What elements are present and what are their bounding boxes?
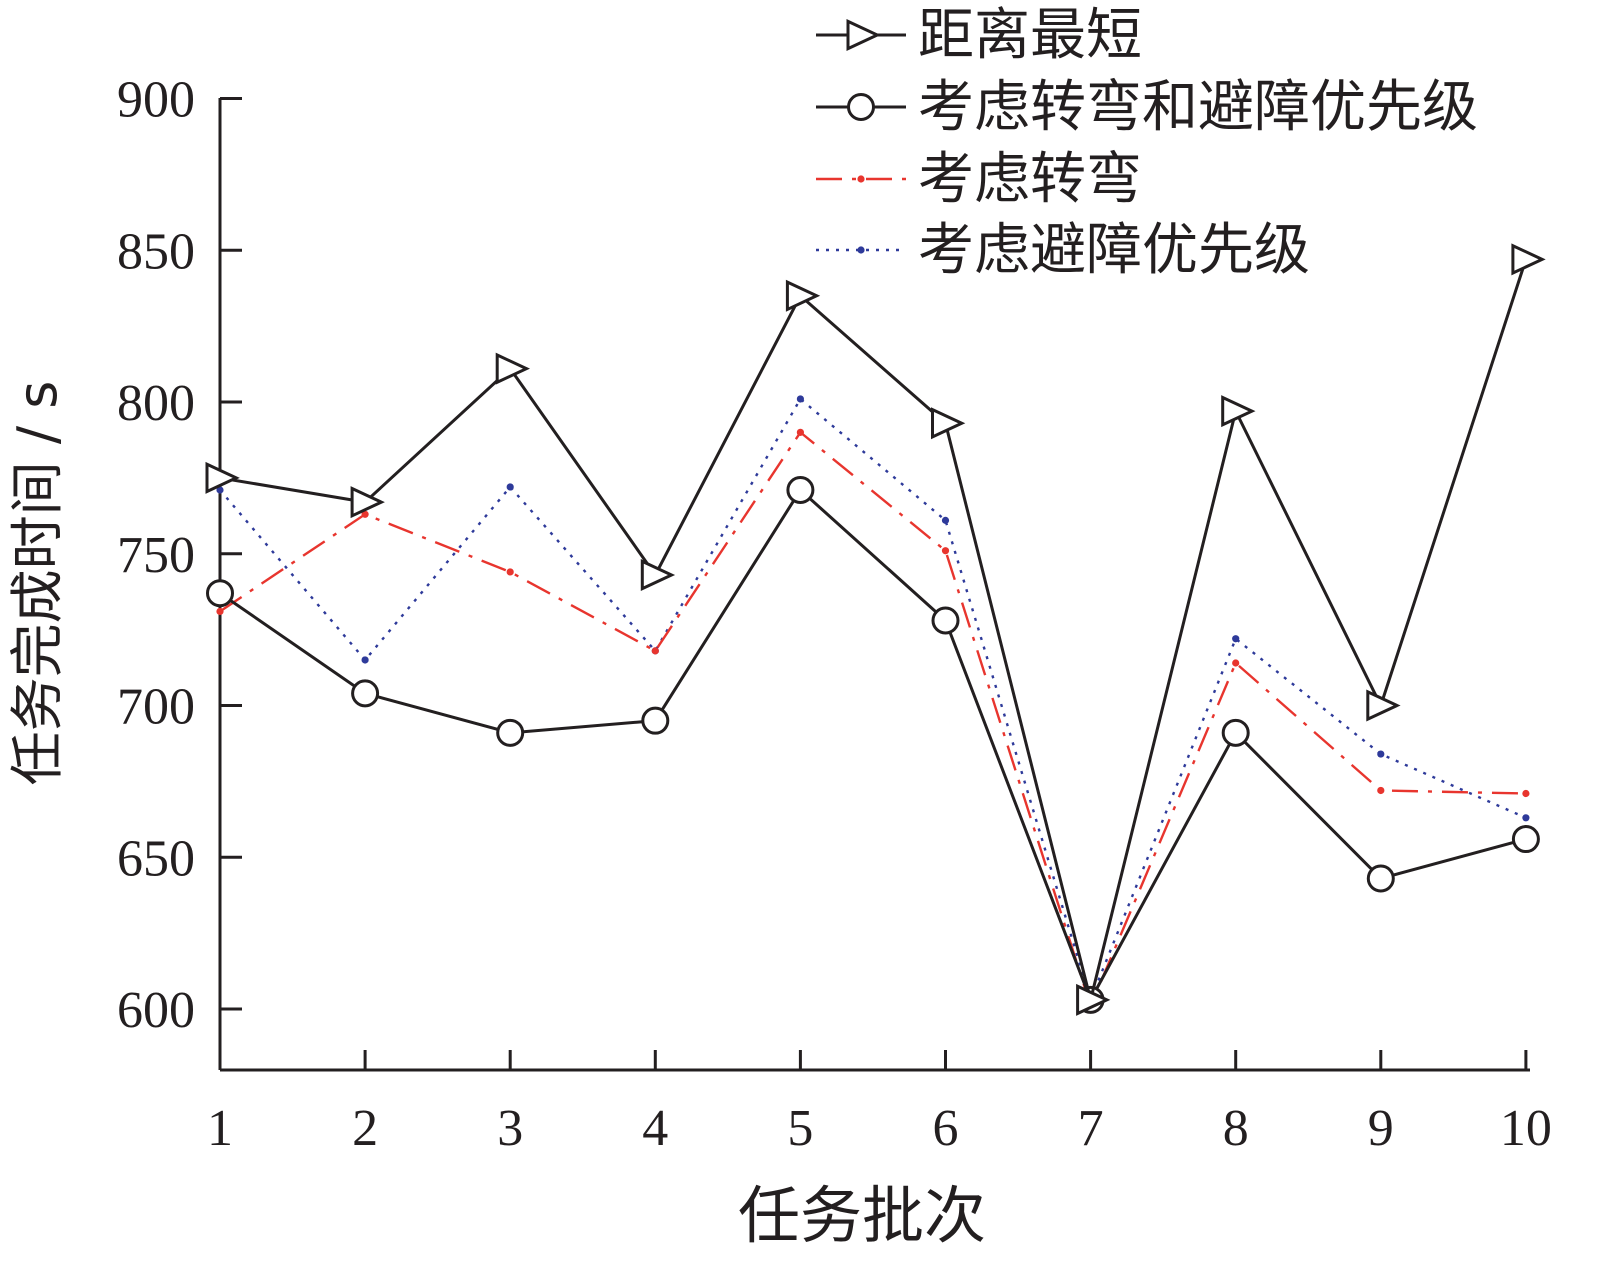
data-point [786,476,815,505]
data-point [1377,786,1385,795]
legend-label: 考虑避障优先级 [918,218,1310,283]
data-point [206,579,234,608]
x-tick-label: 8 [1223,1100,1249,1157]
data-point [640,558,676,592]
legend-item: 考虑避障优先级 [816,218,1310,283]
series-line [219,430,1526,1010]
data-point [506,483,514,491]
series-line [219,487,1527,1004]
legend-label: 距离最短 [918,3,1142,68]
data-point [1366,864,1395,893]
data-point [1221,718,1250,747]
series-2 [206,476,1540,1014]
data-point [351,679,380,708]
axes [218,98,1530,1072]
data-point [1377,750,1385,758]
legend-marker [847,93,875,121]
series-3 [216,428,1530,1010]
data-point [1511,243,1546,276]
y-tick-label: 850 [117,223,195,280]
data-point [1511,825,1540,854]
x-tick-label: 3 [497,1100,523,1157]
legend-marker [857,175,865,183]
series-line [219,397,1527,1004]
x-tick-label: 1 [207,1100,233,1157]
y-tick-label: 900 [117,72,195,129]
y-tick-label: 800 [117,375,195,432]
data-point [495,352,530,385]
series-4 [216,395,1530,1004]
data-point [1522,814,1530,822]
y-tick-label: 650 [117,830,195,887]
data-point [496,718,525,747]
data-point [361,656,369,664]
x-tick-label: 5 [787,1100,813,1157]
y-ticks: 600 650 700 750 800 850 900 [117,72,242,1039]
legend-item: 考虑转弯和避障优先级 [816,75,1478,140]
data-point [1076,983,1111,1016]
data-point [1232,659,1240,667]
data-point [1232,635,1240,643]
y-axis-label: 任务完成时间 / s [6,381,69,786]
y-tick-label: 750 [117,527,195,584]
y-tick-label: 600 [117,982,195,1039]
y-tick-label: 700 [117,679,195,736]
x-tick-label: 7 [1078,1100,1104,1157]
legend-marker [857,246,865,254]
data-point [785,279,821,312]
data-point [941,516,950,524]
legend-label: 考虑转弯 [918,147,1142,212]
x-tick-label: 4 [642,1100,668,1157]
data-point [931,407,966,440]
data-point [506,568,514,576]
x-tick-label: 2 [352,1100,378,1157]
data-point [651,647,659,655]
data-point [796,428,805,436]
series-1 [205,243,1546,1016]
series-line [219,258,1528,1001]
x-axis-label: 任务批次 [738,1179,986,1252]
x-tick-label: 10 [1500,1100,1552,1157]
legend-item: 考虑转弯 [816,147,1142,212]
data-point [796,395,805,403]
data-point [216,607,224,616]
data-point [1366,689,1401,722]
data-point [361,510,369,518]
data-point [1522,789,1530,798]
series-layer [205,243,1546,1016]
data-point [205,461,240,494]
data-point [931,606,960,635]
data-point [350,486,385,519]
data-point [1221,395,1256,428]
data-point [941,547,950,555]
x-tick-label: 9 [1368,1100,1394,1157]
legend-marker [846,18,881,52]
data-point [216,486,224,494]
legend-item: 距离最短 [816,3,1142,68]
x-ticks: 1 2 3 4 5 6 7 8 9 10 [207,1050,1552,1157]
x-tick-label: 6 [933,1100,959,1157]
data-point [641,706,670,735]
legend-label: 考虑转弯和避障优先级 [918,75,1478,140]
